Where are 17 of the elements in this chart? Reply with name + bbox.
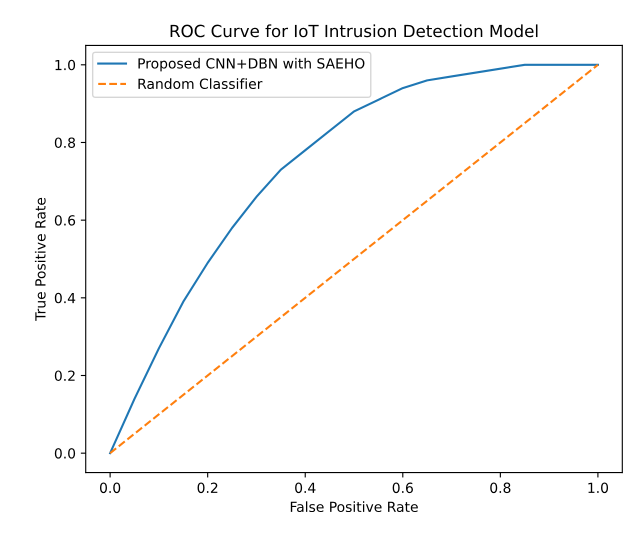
y-tick-label: 1.0 [55,60,76,70]
x-tick-label: 1.0 [588,482,608,494]
y-tick-label: 0.8 [54,137,76,148]
legend-label: Random Classifier [138,78,262,90]
x-tick-label: 0.8 [490,482,510,494]
chart-title: ROC Curve for IoT Intrusion Detection Model [170,24,538,38]
x-axis-title: False Positive Rate [290,501,418,512]
y-axis-title: True Positive Rate [34,198,46,321]
y-tick-label: 0.4 [54,292,76,304]
x-tick-label: 0.4 [295,482,316,494]
y-tick-label: 0.2 [54,370,75,381]
y-tick-label: 0.6 [54,215,76,226]
legend-label: Proposed CNN+DBN with SAEHO [138,58,364,72]
x-tick-label: 0.0 [100,482,120,494]
x-tick-label: 0.2 [198,482,218,494]
y-tick-label: 0.0 [54,448,76,459]
x-tick-label: 0.6 [392,482,413,494]
